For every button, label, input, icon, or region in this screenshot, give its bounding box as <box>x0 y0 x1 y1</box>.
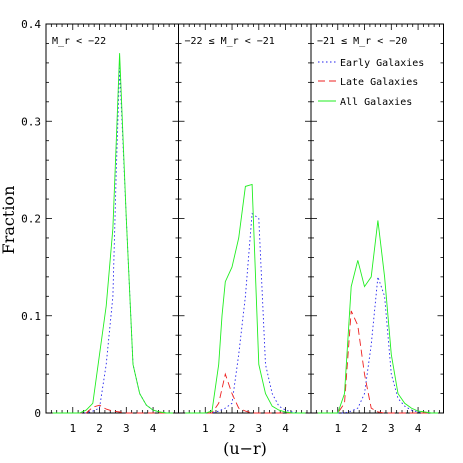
x-tick-label: 2 <box>361 422 368 435</box>
x-tick-label: 3 <box>123 422 130 435</box>
x-tick-label: 3 <box>388 422 395 435</box>
panel-mr-22-21: 1 2 3 4 −22 ≤ M_r < −21 <box>178 23 312 435</box>
x-tick-label: 4 <box>282 422 289 435</box>
series-line-late-galaxies <box>317 310 439 414</box>
y-tick-label: 0.4 <box>21 18 41 31</box>
x-axis-label: (u−r) <box>223 439 267 458</box>
legend-label-all: All Galaxies <box>340 97 412 108</box>
x-tick-label: 1 <box>334 422 341 435</box>
x-tick-label: 4 <box>415 422 422 435</box>
series-line-all-galaxies <box>317 220 439 414</box>
y-tick-label: 0 <box>34 407 41 420</box>
legend-label-early: Early Galaxies <box>340 58 424 69</box>
panel-title: M_r < −22 <box>52 36 106 47</box>
y-tick-label: 0.3 <box>21 115 41 128</box>
series-line-all-galaxies <box>52 53 174 414</box>
legend-label-late: Late Galaxies <box>340 77 418 88</box>
series-line-late-galaxies <box>185 372 306 414</box>
panel-title: −22 ≤ M_r < −21 <box>185 36 275 47</box>
y-tick-label: 0.1 <box>21 310 41 323</box>
y-tick-label: 0.2 <box>21 213 41 226</box>
series-line-late-galaxies <box>52 404 174 414</box>
x-tick-label: 1 <box>202 422 209 435</box>
series-line-all-galaxies <box>185 183 306 414</box>
x-tick-label: 3 <box>255 422 262 435</box>
x-tick-label: 1 <box>69 422 76 435</box>
x-tick-label: 2 <box>229 422 236 435</box>
panel-title: −21 ≤ M_r < −20 <box>317 36 407 47</box>
legend: Early Galaxies Late Galaxies All Galaxie… <box>318 58 424 108</box>
x-tick-label: 2 <box>96 422 103 435</box>
panel-mr-21-20: 1 2 3 4 −21 ≤ M_r < −20 <box>310 23 444 435</box>
y-axis-label: Fraction <box>0 186 18 255</box>
panel-mr-lt-22: 1 2 3 4 0 0.1 0.2 0.3 0.4 M_r < −22 <box>21 18 179 435</box>
x-tick-label: 4 <box>150 422 157 435</box>
